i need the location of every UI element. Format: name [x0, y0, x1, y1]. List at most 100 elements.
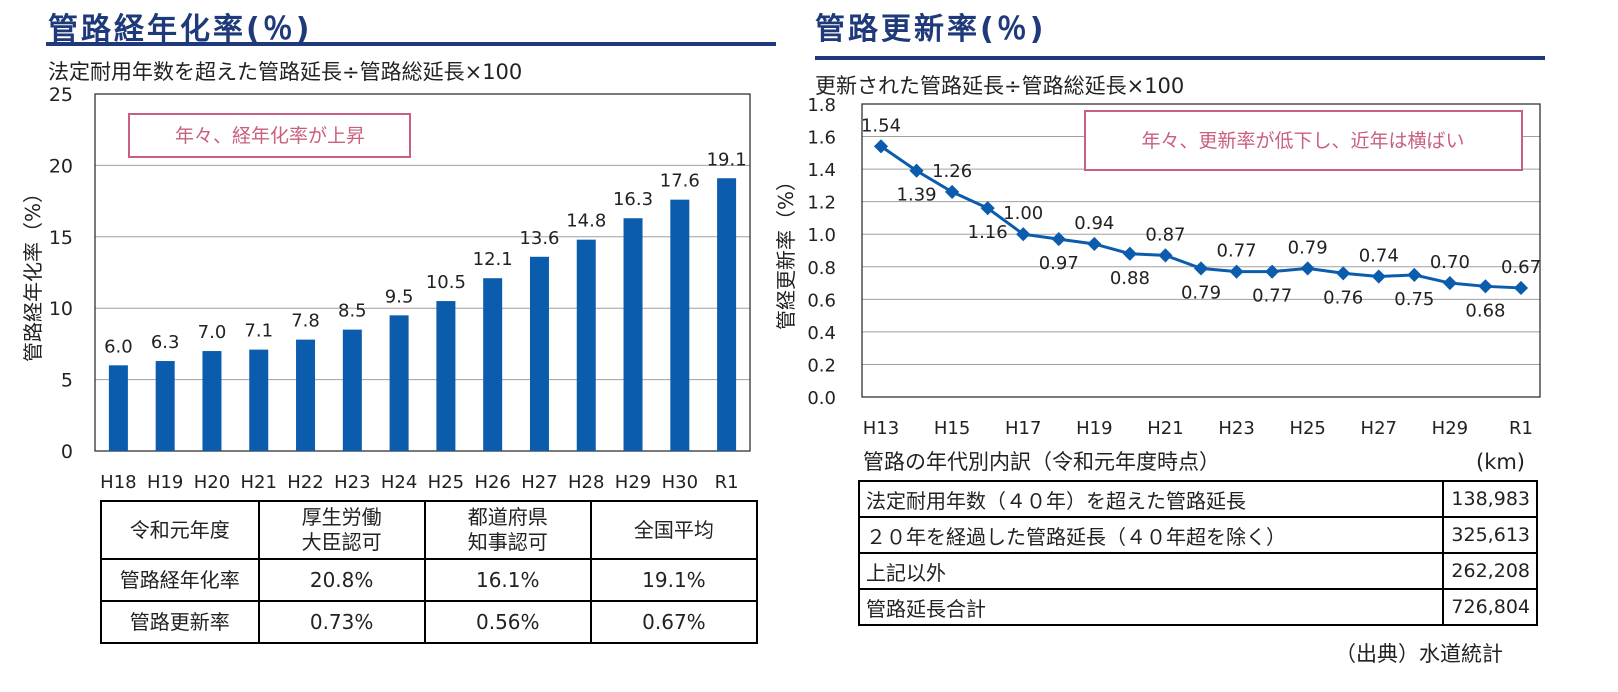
y-tick-label: 25: [49, 84, 73, 106]
data-label: 10.5: [426, 272, 466, 293]
summary-table: 令和元年度 厚生労働 大臣認可 都道府県 知事認可 全国平均 管路経年化率 20…: [100, 500, 759, 644]
breakdown-value: 325,613: [1442, 516, 1538, 554]
breakdown-row: 上記以外 262,208: [858, 552, 1538, 590]
bar: [576, 239, 596, 451]
y-tick-label: 1.8: [807, 95, 836, 116]
bar: [623, 218, 643, 451]
data-point: [1478, 279, 1493, 294]
data-label: 19.1: [707, 149, 747, 170]
data-label: 13.6: [519, 228, 559, 249]
data-label: 0.79: [1181, 282, 1221, 303]
bar: [389, 315, 409, 451]
data-label: 12.1: [473, 249, 513, 270]
data-label: 0.75: [1394, 289, 1434, 310]
data-label: 14.8: [566, 211, 606, 232]
data-label: 0.88: [1110, 268, 1150, 289]
data-label: 0.94: [1074, 213, 1114, 234]
x-tick-label: H19: [1076, 418, 1112, 439]
data-label: 17.6: [660, 171, 700, 192]
summary-cell: 19.1%: [589, 558, 759, 602]
x-tick-label: H18: [100, 472, 136, 493]
bar: [529, 256, 549, 451]
title-rule-left: [46, 42, 776, 46]
data-label: 0.97: [1039, 253, 1079, 274]
summary-cell: 0.67%: [589, 600, 759, 644]
breakdown-value: 138,983: [1442, 480, 1538, 518]
plot-frame: [94, 93, 751, 452]
data-label: 0.70: [1430, 252, 1470, 273]
summary-header-cell: 厚生労働 大臣認可: [257, 500, 426, 560]
summary-cell: 20.8%: [257, 558, 426, 602]
data-label: 0.68: [1465, 300, 1505, 321]
summary-header-cell: 都道府県 知事認可: [423, 500, 592, 560]
bar: [202, 351, 222, 451]
renewal-rate-title: 管路更新率(％): [815, 12, 1047, 47]
data-point: [1229, 264, 1244, 279]
data-label: 6.3: [151, 332, 180, 353]
y-tick-label: 0: [61, 441, 73, 463]
data-label: 1.39: [897, 185, 937, 206]
data-point: [1336, 266, 1351, 281]
bar: [342, 329, 362, 451]
data-label: 9.5: [385, 286, 414, 307]
summary-cell: 管路更新率: [100, 600, 260, 644]
aging-rate-bar-chart: 0 5 10 15 20 25 6.0 H18 6.3 H19 7.0 H20 7.1 H21 7.8 H22…: [21, 84, 751, 493]
summary-row: 管路更新率 0.73% 0.56% 0.67%: [100, 600, 759, 644]
data-point: [945, 184, 960, 199]
data-point: [1442, 275, 1457, 291]
x-tick-label: H26: [474, 472, 510, 493]
x-tick-label: H19: [147, 472, 183, 493]
data-label: 0.67: [1501, 257, 1541, 278]
data-label: 8.5: [338, 301, 367, 322]
bar: [717, 178, 737, 451]
x-tick-label: H25: [1289, 418, 1325, 439]
bar: [155, 361, 175, 451]
source-note: （出典）水道統計: [1335, 642, 1503, 666]
y-tick-label: 1.4: [807, 160, 836, 181]
data-label: 7.1: [244, 321, 273, 342]
data-label: 7.0: [198, 322, 227, 343]
y-tick-label: 5: [61, 370, 73, 392]
breakdown-label: 上記以外: [858, 552, 1444, 590]
bar: [108, 365, 128, 451]
data-label: 1.00: [1003, 203, 1043, 224]
summary-cell: 0.56%: [423, 600, 592, 644]
x-tick-label: H13: [863, 418, 899, 439]
data-label: 1.16: [968, 222, 1008, 243]
data-point: [1122, 246, 1137, 261]
bar: [296, 339, 316, 451]
breakdown-table: 法定耐用年数（４０年）を超えた管路延長 138,983 ２０年を経過した管路延長…: [858, 480, 1538, 626]
x-tick-label: H15: [934, 418, 970, 439]
summary-header-cell: 令和元年度: [100, 500, 260, 560]
y-tick-label: 1.6: [807, 128, 836, 149]
breakdown-label: 法定耐用年数（４０年）を超えた管路延長: [858, 480, 1444, 518]
summary-header-cell: 全国平均: [589, 500, 759, 560]
x-tick-label: H22: [287, 472, 323, 493]
y-tick-label: 0.8: [807, 258, 836, 279]
breakdown-value: 262,208: [1442, 552, 1538, 590]
x-tick-label: H28: [568, 472, 604, 493]
data-point: [1087, 236, 1102, 252]
breakdown-title: 管路の年代別内訳（令和元年度時点）: [863, 450, 1220, 474]
y-tick-label: 15: [49, 227, 73, 249]
y-tick-label: 1.2: [807, 193, 836, 214]
data-label: 0.87: [1145, 224, 1185, 245]
data-point: [1371, 269, 1386, 284]
summary-cell: 管路経年化率: [100, 558, 260, 602]
data-label: 7.8: [291, 311, 320, 332]
breakdown-row: 管路延長合計 726,804: [858, 588, 1538, 626]
data-label: 6.0: [104, 336, 133, 357]
y-tick-label: 0.4: [807, 323, 836, 344]
x-tick-label: R1: [715, 472, 739, 493]
summary-header-row: 令和元年度 厚生労働 大臣認可 都道府県 知事認可 全国平均: [100, 500, 759, 560]
data-point: [1407, 267, 1422, 282]
x-tick-label: H23: [334, 472, 370, 493]
x-tick-label: H29: [1432, 418, 1468, 439]
aging-rate-title: 管路経年化率(％): [48, 12, 313, 47]
x-tick-label: R1: [1509, 418, 1533, 439]
bar: [483, 278, 503, 451]
title-rule-right: [815, 56, 1545, 60]
y-tick-label: 0.6: [807, 290, 836, 311]
x-tick-label: H24: [381, 472, 417, 493]
callout-text: 年々、経年化率が上昇: [175, 125, 365, 147]
